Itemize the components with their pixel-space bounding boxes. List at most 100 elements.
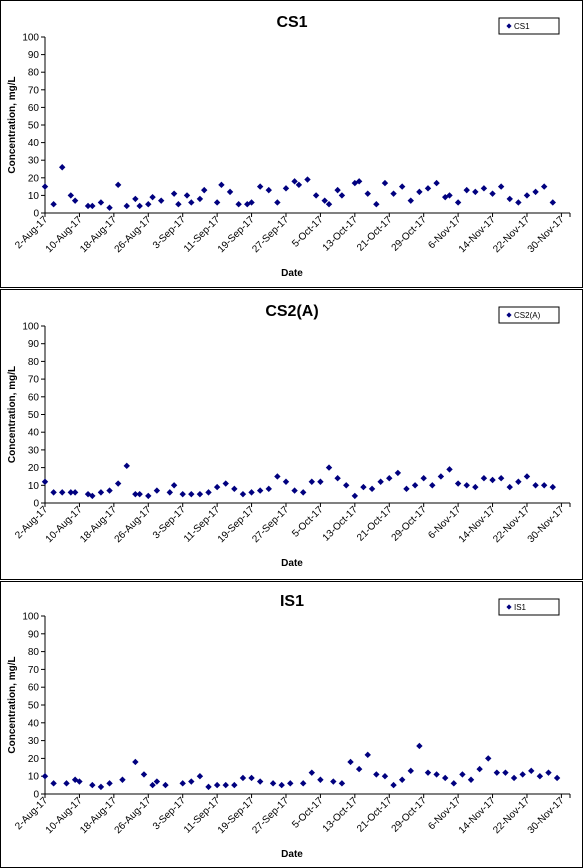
y-tick-label: 60 (28, 103, 40, 114)
data-point (41, 478, 49, 485)
data-point (201, 186, 208, 194)
y-tick-label: 40 (28, 138, 40, 149)
y-tick-label: 30 (28, 736, 40, 747)
data-point (497, 475, 505, 482)
data-point (476, 765, 483, 773)
data-point (334, 475, 341, 482)
chart-is1: IS101020304050607080901002-Aug-1710-Aug-… (7, 593, 571, 860)
data-point (136, 490, 143, 498)
data-point (183, 192, 191, 199)
data-point (304, 176, 311, 183)
y-tick-label: 50 (28, 121, 40, 132)
data-point (330, 778, 337, 785)
data-point (179, 780, 186, 787)
y-tick-label: 20 (28, 173, 40, 184)
data-point (205, 489, 212, 496)
data-point (442, 774, 449, 782)
y-tick-label: 90 (28, 50, 40, 61)
data-point (256, 183, 264, 190)
data-point (403, 485, 410, 493)
x-axis-title: Date (281, 849, 303, 860)
y-tick-label: 0 (33, 209, 39, 220)
x-tick-label: 5-Oct-17 (290, 795, 326, 831)
data-point (278, 781, 285, 789)
data-point (325, 201, 333, 208)
data-point (179, 490, 186, 498)
y-axis-title: Concentration, mg/L (7, 656, 18, 753)
data-point (368, 485, 376, 493)
data-point (213, 483, 221, 491)
data-point (282, 478, 290, 485)
data-point (390, 781, 397, 789)
data-point (291, 487, 298, 494)
data-point (239, 774, 247, 782)
y-tick-label: 100 (22, 322, 39, 333)
data-point (123, 462, 130, 470)
data-point (71, 197, 79, 204)
data-point (106, 204, 113, 211)
y-axis-title: Concentration, mg/L (7, 366, 18, 463)
y-tick-label: 80 (28, 68, 40, 79)
data-point (218, 181, 225, 189)
data-point (364, 751, 371, 759)
data-point (411, 482, 419, 489)
data-point (63, 780, 70, 787)
data-point (97, 489, 105, 496)
data-point (502, 769, 509, 776)
chart-title: CS1 (276, 14, 307, 31)
data-point (145, 492, 152, 500)
data-point (472, 483, 479, 491)
data-point (523, 473, 531, 480)
data-point (463, 482, 470, 489)
data-point (377, 478, 384, 485)
y-tick-label: 30 (28, 156, 40, 167)
data-point (549, 483, 556, 491)
data-point (549, 199, 556, 206)
data-point (515, 478, 522, 485)
data-point (231, 781, 238, 789)
x-tick-label: 21-Oct-17 (355, 214, 395, 254)
chart-title: IS1 (280, 593, 304, 610)
data-point (106, 487, 113, 494)
data-point (308, 769, 316, 776)
y-tick-label: 40 (28, 718, 40, 729)
data-point (166, 489, 173, 496)
y-tick-label: 100 (22, 612, 39, 623)
chart-panel-2: CS2(A) 0 10 20 30 40 50 60 70 80 90 100 2-Aug-17 10-A… (0, 289, 583, 580)
y-axis-title: Concentration, mg/L (7, 76, 18, 173)
data-point (71, 489, 79, 496)
data-point (489, 190, 496, 197)
data-point (248, 774, 255, 782)
x-tick-label: 13-Oct-17 (321, 795, 361, 835)
data-point (231, 485, 238, 493)
data-point (381, 773, 389, 780)
x-axis-title: Date (281, 268, 303, 279)
diamond-marker-icon (506, 604, 512, 610)
data-point (480, 185, 488, 192)
data-point (485, 755, 492, 762)
data-point (295, 181, 303, 189)
chart-panel-1: CS1 0 10 20 30 40 50 60 70 80 90 100 2-Aug-17 10-Aug-… (0, 0, 583, 288)
data-point (463, 186, 470, 194)
legend-box (498, 306, 560, 324)
data-point (360, 483, 367, 491)
y-tick-label: 40 (28, 428, 40, 439)
y-tick-label: 10 (28, 191, 40, 202)
data-point (89, 492, 96, 500)
data-point (459, 771, 466, 778)
data-point (343, 482, 350, 489)
data-point (213, 199, 221, 206)
data-point (239, 490, 247, 498)
data-point (41, 183, 49, 190)
y-tick-label: 100 (22, 33, 39, 44)
data-point (188, 490, 195, 498)
y-tick-label: 90 (28, 339, 40, 350)
y-tick-label: 70 (28, 85, 40, 96)
data-point (325, 464, 333, 471)
data-point (269, 780, 277, 787)
data-point (291, 178, 298, 185)
data-point (136, 202, 143, 210)
x-tick-label: 21-Oct-17 (355, 795, 395, 835)
data-point (433, 179, 440, 187)
x-tick-label: 29-Oct-17 (390, 214, 430, 254)
